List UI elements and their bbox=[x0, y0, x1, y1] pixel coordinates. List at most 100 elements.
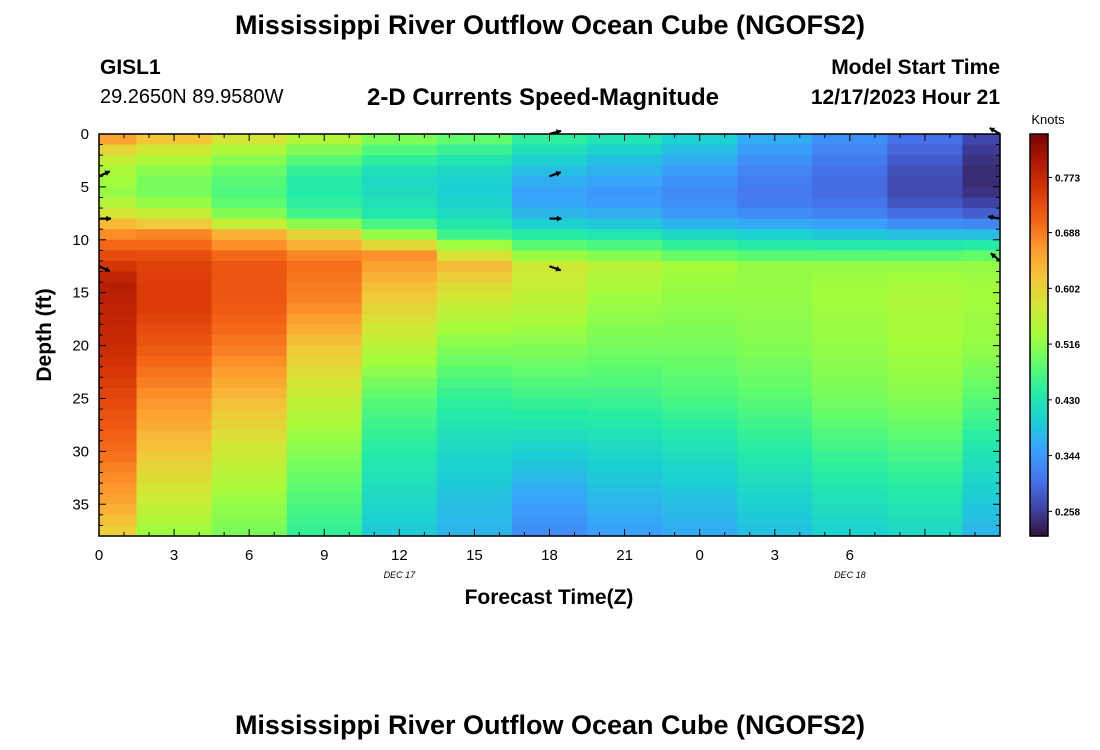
heatmap-cell bbox=[99, 282, 138, 294]
heatmap-cell bbox=[962, 239, 1001, 251]
colorbar-swatch bbox=[1030, 489, 1048, 494]
heatmap-cell bbox=[361, 313, 438, 326]
heatmap-cell bbox=[436, 282, 513, 294]
heatmap-cell bbox=[962, 525, 1001, 537]
y-tick-label: 15 bbox=[72, 285, 89, 302]
heatmap-cell bbox=[812, 229, 888, 241]
heatmap-cell bbox=[436, 483, 513, 495]
colorbar-swatch bbox=[1030, 458, 1048, 463]
heatmap-cell bbox=[812, 303, 888, 315]
colorbar-tick-label: 0.516 bbox=[1055, 340, 1080, 351]
heatmap-cell bbox=[211, 419, 288, 431]
heatmap-cell bbox=[962, 387, 1001, 400]
heatmap-cell bbox=[737, 493, 813, 505]
heatmap-cell bbox=[99, 493, 138, 505]
heatmap-cell bbox=[587, 155, 663, 167]
heatmap-cell bbox=[436, 218, 513, 230]
colorbar-swatch bbox=[1030, 314, 1048, 319]
colorbar-swatch bbox=[1030, 170, 1048, 175]
heatmap-cells bbox=[99, 134, 1001, 537]
heatmap-cell bbox=[436, 197, 513, 209]
heatmap-cell bbox=[436, 440, 513, 452]
heatmap-cell bbox=[587, 208, 663, 220]
heatmap-cell bbox=[136, 239, 213, 251]
colorbar-swatch bbox=[1030, 432, 1048, 437]
heatmap-cell bbox=[587, 419, 663, 431]
heatmap-cell bbox=[211, 271, 288, 283]
heatmap-cell bbox=[962, 271, 1001, 283]
heatmap-cell bbox=[99, 514, 138, 527]
heatmap-cell bbox=[361, 409, 438, 421]
heatmap-cell bbox=[99, 461, 138, 474]
station-id: GISL1 bbox=[100, 56, 161, 79]
y-tick-label: 35 bbox=[72, 496, 89, 513]
heatmap-cell bbox=[511, 186, 588, 199]
heatmap-cell bbox=[587, 472, 663, 484]
heatmap-cell bbox=[812, 514, 888, 527]
heatmap-cell bbox=[812, 398, 888, 410]
heatmap-cell bbox=[812, 377, 888, 389]
x-axis-label: Forecast Time(Z) bbox=[465, 586, 634, 609]
heatmap-cell bbox=[99, 144, 138, 156]
colorbar-swatch bbox=[1030, 368, 1048, 373]
heatmap-cell bbox=[286, 430, 363, 442]
colorbar-swatch bbox=[1030, 294, 1048, 299]
colorbar-swatch bbox=[1030, 512, 1048, 517]
heatmap-cell bbox=[136, 165, 213, 177]
colorbar-swatch bbox=[1030, 268, 1048, 272]
colorbar-swatch bbox=[1030, 348, 1048, 353]
heatmap-cell bbox=[286, 250, 363, 262]
model-start-label: Model Start Time bbox=[831, 56, 1000, 79]
heatmap-cell bbox=[511, 292, 588, 304]
heatmap-cell bbox=[511, 366, 588, 378]
colorbar-swatch bbox=[1030, 469, 1048, 473]
heatmap-cell bbox=[511, 493, 588, 505]
heatmap-cell bbox=[962, 186, 1001, 199]
heatmap-cell bbox=[587, 239, 663, 251]
heatmap-cell bbox=[887, 409, 964, 421]
colorbar-swatch bbox=[1030, 355, 1048, 360]
heatmap-cell bbox=[662, 303, 738, 315]
heatmap-cell bbox=[286, 282, 363, 294]
y-axis: 0 5 10 15 20 25 30 35 bbox=[72, 126, 1000, 537]
heatmap-cell bbox=[211, 345, 288, 357]
heatmap-cell bbox=[136, 208, 213, 220]
heatmap-cell bbox=[587, 292, 663, 304]
heatmap-cell bbox=[211, 197, 288, 209]
heatmap-cell bbox=[99, 451, 138, 463]
colorbar-swatch bbox=[1030, 492, 1048, 497]
colorbar-swatch bbox=[1030, 465, 1048, 470]
heatmap-cell bbox=[812, 176, 888, 188]
heatmap-cell bbox=[436, 144, 513, 156]
colorbar-swatch bbox=[1030, 180, 1048, 185]
colorbar-swatch bbox=[1030, 452, 1048, 457]
colorbar-swatch bbox=[1030, 190, 1048, 195]
heatmap-cell bbox=[286, 461, 363, 474]
heatmap-cell bbox=[361, 229, 438, 241]
colorbar-swatch bbox=[1030, 338, 1048, 343]
heatmap-cell bbox=[99, 504, 138, 516]
heatmap-cell bbox=[436, 398, 513, 410]
heatmap-cell bbox=[587, 356, 663, 368]
heatmap-cell bbox=[436, 409, 513, 421]
heatmap-cell bbox=[211, 461, 288, 474]
heatmap-cell bbox=[662, 260, 738, 273]
heatmap-cell bbox=[737, 260, 813, 273]
heatmap-cell bbox=[962, 377, 1001, 389]
colorbar-swatch bbox=[1030, 388, 1048, 393]
colorbar-swatch bbox=[1030, 391, 1048, 396]
heatmap-cell bbox=[662, 472, 738, 484]
heatmap-cell bbox=[662, 197, 738, 209]
colorbar-swatch bbox=[1030, 164, 1048, 169]
colorbar-swatch bbox=[1030, 475, 1048, 480]
heatmap-cell bbox=[887, 218, 964, 230]
colorbar-swatch bbox=[1030, 371, 1048, 376]
heatmap-cell bbox=[737, 239, 813, 251]
colorbar-swatch bbox=[1030, 194, 1048, 199]
heatmap-cell bbox=[361, 239, 438, 251]
x-tick-label: 0 bbox=[695, 547, 703, 564]
colorbar-swatch bbox=[1030, 144, 1048, 148]
heatmap-cell bbox=[737, 387, 813, 400]
heatmap-cell bbox=[962, 176, 1001, 188]
colorbar-swatch bbox=[1030, 237, 1048, 242]
